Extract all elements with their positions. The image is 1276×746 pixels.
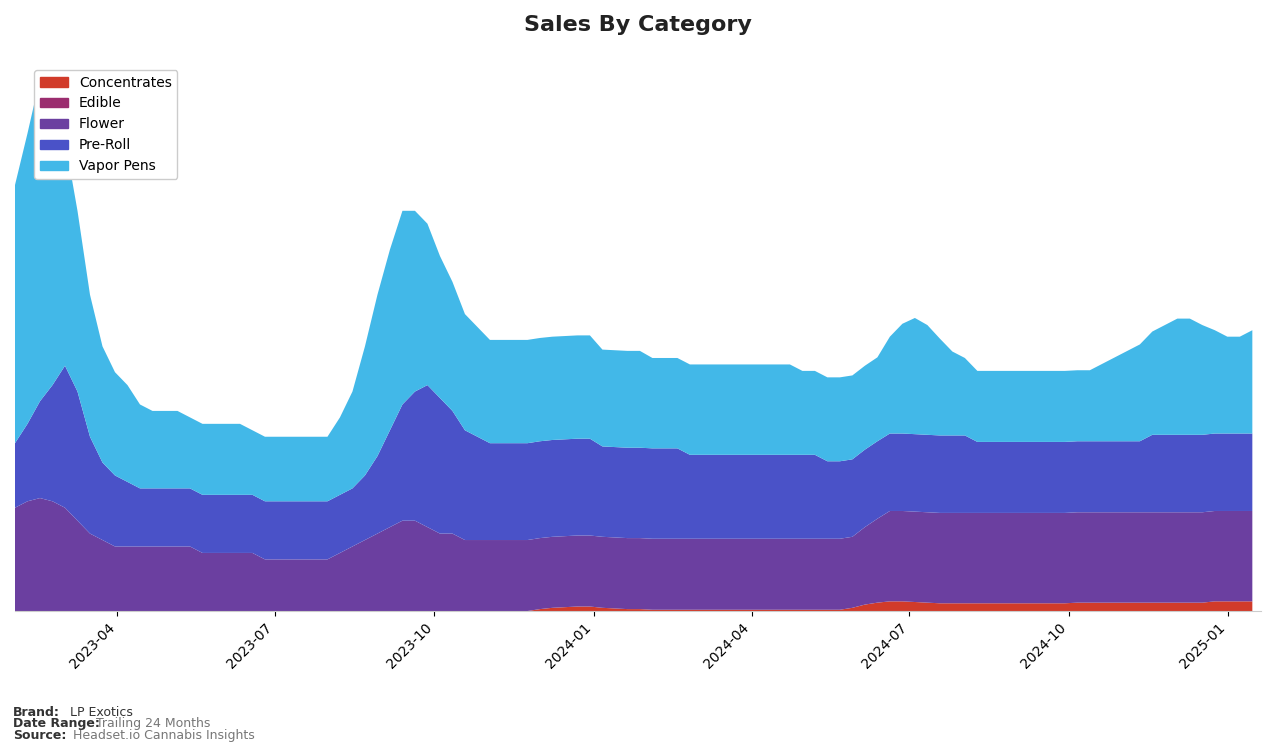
Text: Brand:: Brand: bbox=[13, 706, 60, 719]
Text: Source:: Source: bbox=[13, 729, 66, 742]
Legend: Concentrates, Edible, Flower, Pre-Roll, Vapor Pens: Concentrates, Edible, Flower, Pre-Roll, … bbox=[34, 70, 177, 179]
Text: Trailing 24 Months: Trailing 24 Months bbox=[96, 718, 211, 730]
Text: Headset.io Cannabis Insights: Headset.io Cannabis Insights bbox=[73, 729, 254, 742]
Text: LP Exotics: LP Exotics bbox=[70, 706, 133, 719]
Title: Sales By Category: Sales By Category bbox=[524, 15, 752, 35]
Text: Date Range:: Date Range: bbox=[13, 718, 100, 730]
